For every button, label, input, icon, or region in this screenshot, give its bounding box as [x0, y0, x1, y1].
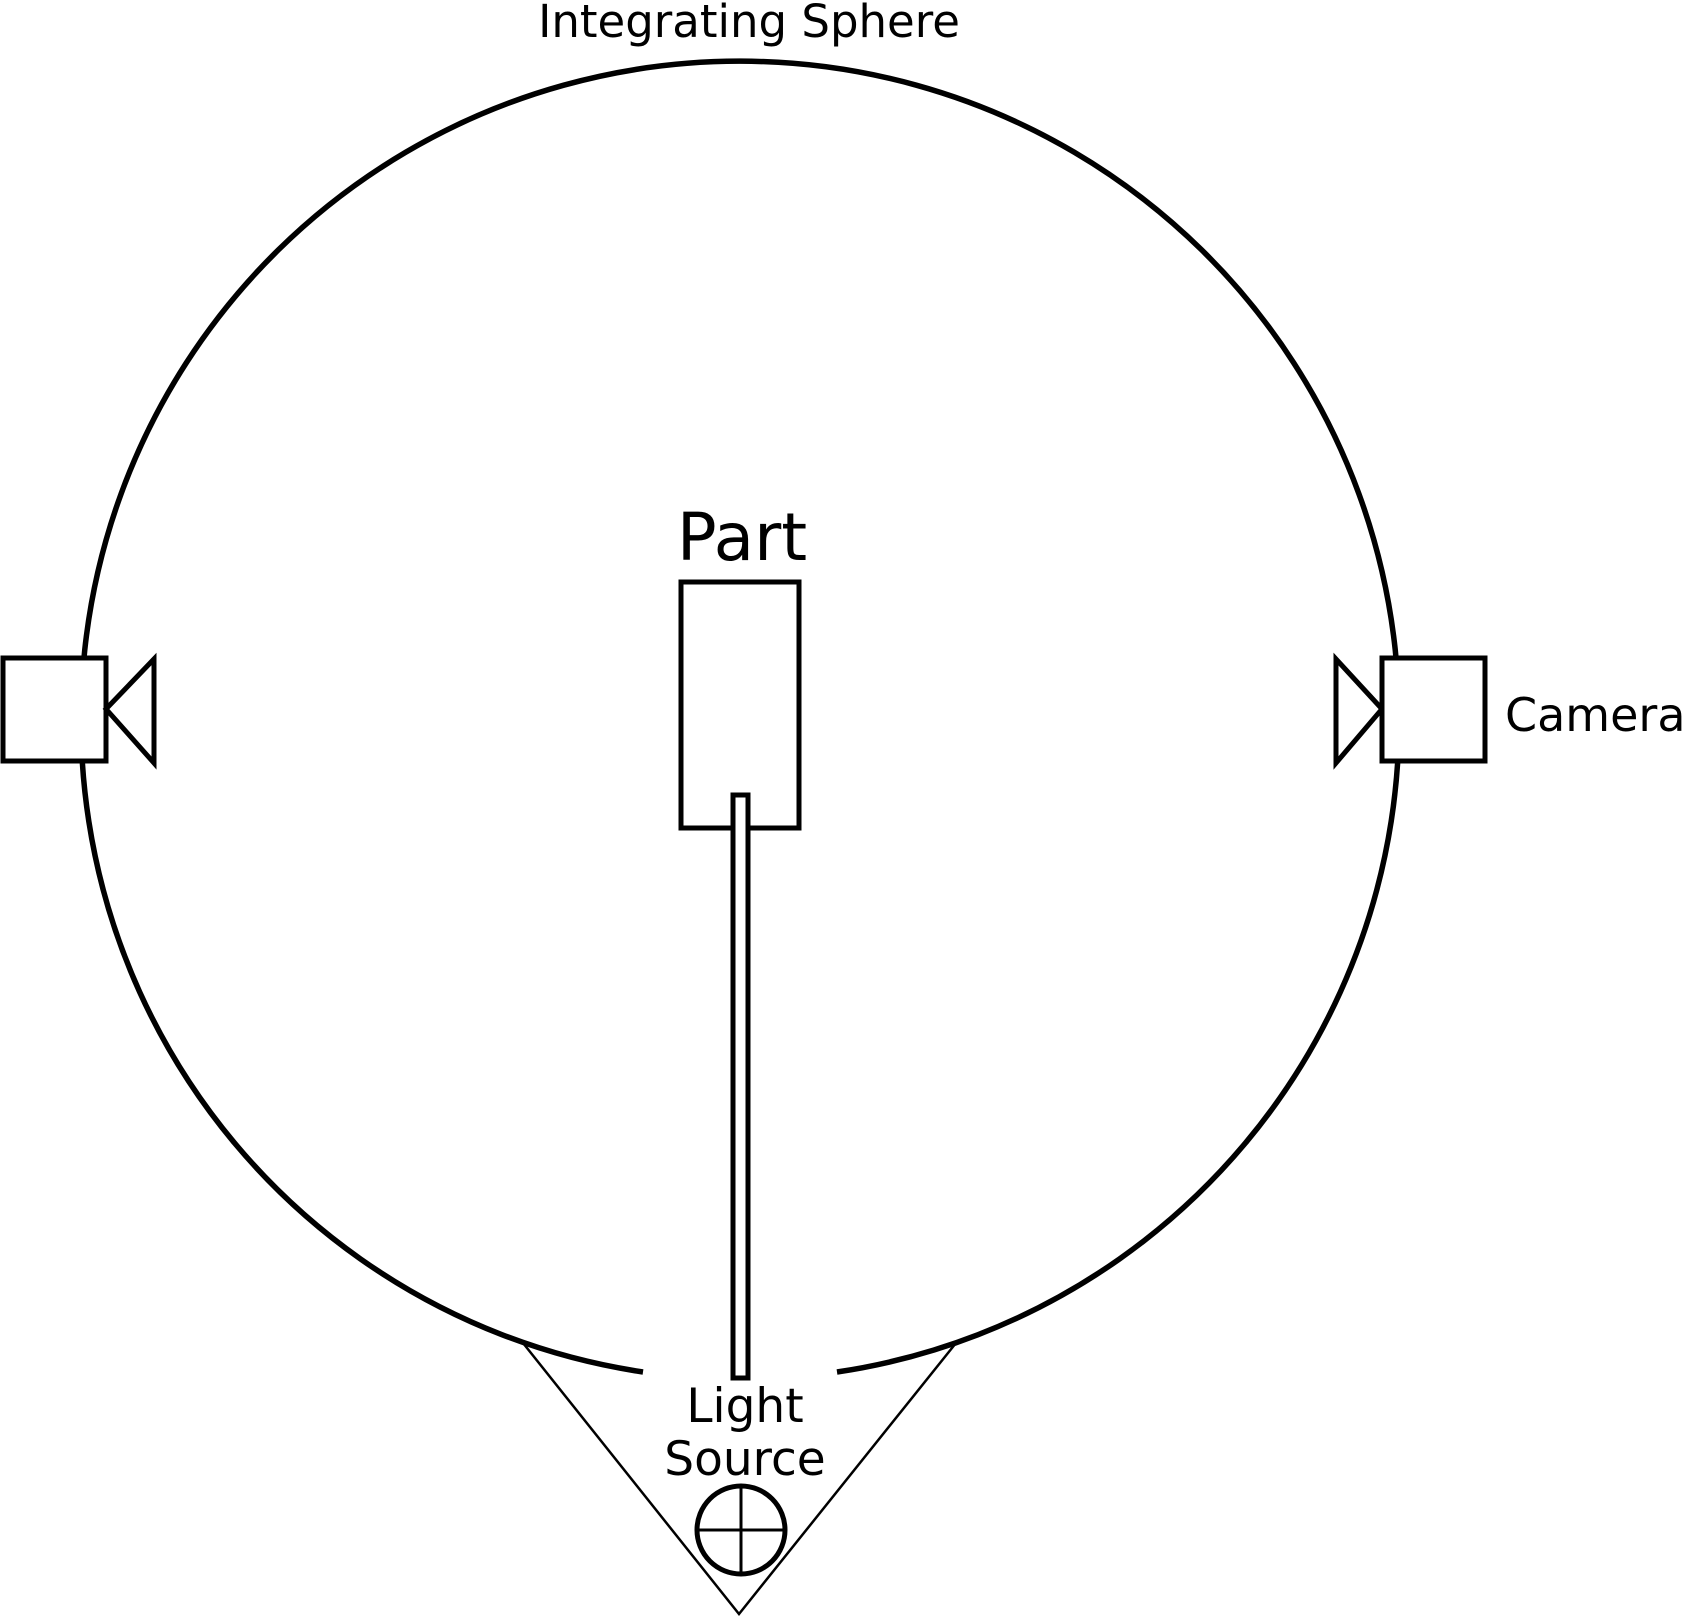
- part-label: Part: [677, 499, 807, 576]
- lamp-icon: [694, 1483, 788, 1577]
- light-source-label-line2: Source: [664, 1432, 825, 1487]
- left-camera-icon: [0, 652, 157, 770]
- part-support-rod: [730, 792, 751, 1381]
- sphere-outline: [78, 58, 1402, 1375]
- light-port-cone: [522, 1342, 957, 1617]
- sphere-label: Integrating Sphere: [538, 0, 960, 48]
- right-camera-icon: [1333, 652, 1488, 770]
- part-box: [678, 579, 802, 831]
- camera-label: Camera: [1505, 688, 1686, 742]
- light-source-label-line1: Light: [686, 1379, 803, 1434]
